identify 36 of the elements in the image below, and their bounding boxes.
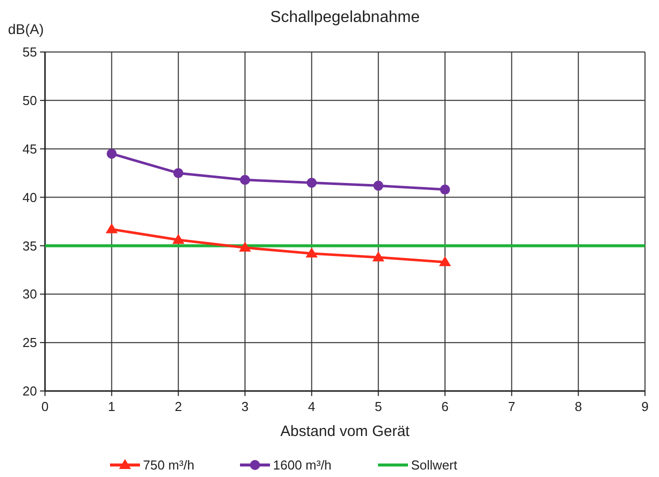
point — [440, 184, 450, 195]
y-tick-label: 35 — [22, 238, 37, 254]
x-tick-label: 1 — [108, 399, 116, 414]
point — [172, 234, 184, 244]
y-tick-label: 45 — [22, 141, 37, 156]
point — [372, 251, 384, 262]
x-tick-label: 7 — [508, 399, 516, 414]
y-tick-label: 20 — [22, 384, 37, 399]
x-tick-label: 4 — [308, 399, 316, 414]
x-tick-label: 8 — [574, 399, 582, 414]
point — [439, 256, 451, 266]
point — [240, 174, 250, 185]
chart-title: Schallpegelabnahme — [270, 9, 420, 26]
x-tick-label: 5 — [374, 399, 382, 414]
point — [306, 178, 317, 188]
point — [373, 180, 384, 191]
x-tick-label: 2 — [174, 399, 182, 414]
point — [106, 223, 118, 234]
y-tick-label: 50 — [22, 92, 37, 108]
point — [173, 168, 184, 178]
y-axis-title: dB(A) — [8, 21, 44, 37]
point — [106, 148, 117, 159]
point — [306, 247, 318, 258]
y-tick-label: 40 — [22, 190, 37, 205]
y-tick-label: 55 — [22, 44, 37, 60]
x-tick-label: 9 — [641, 399, 649, 414]
x-axis-title: Abstand vom Gerät — [280, 423, 410, 440]
point — [239, 242, 251, 252]
legend-label: Sollwert — [411, 458, 458, 473]
y-tick-label: 25 — [22, 335, 37, 350]
x-tick-label: 0 — [41, 399, 49, 414]
x-tick-label: 6 — [441, 399, 449, 414]
x-tick-label: 3 — [241, 399, 249, 414]
legend-label: 1600 m³/h — [273, 458, 332, 473]
legend-label: 750 m³/h — [143, 458, 194, 473]
y-tick-label: 30 — [22, 286, 37, 302]
